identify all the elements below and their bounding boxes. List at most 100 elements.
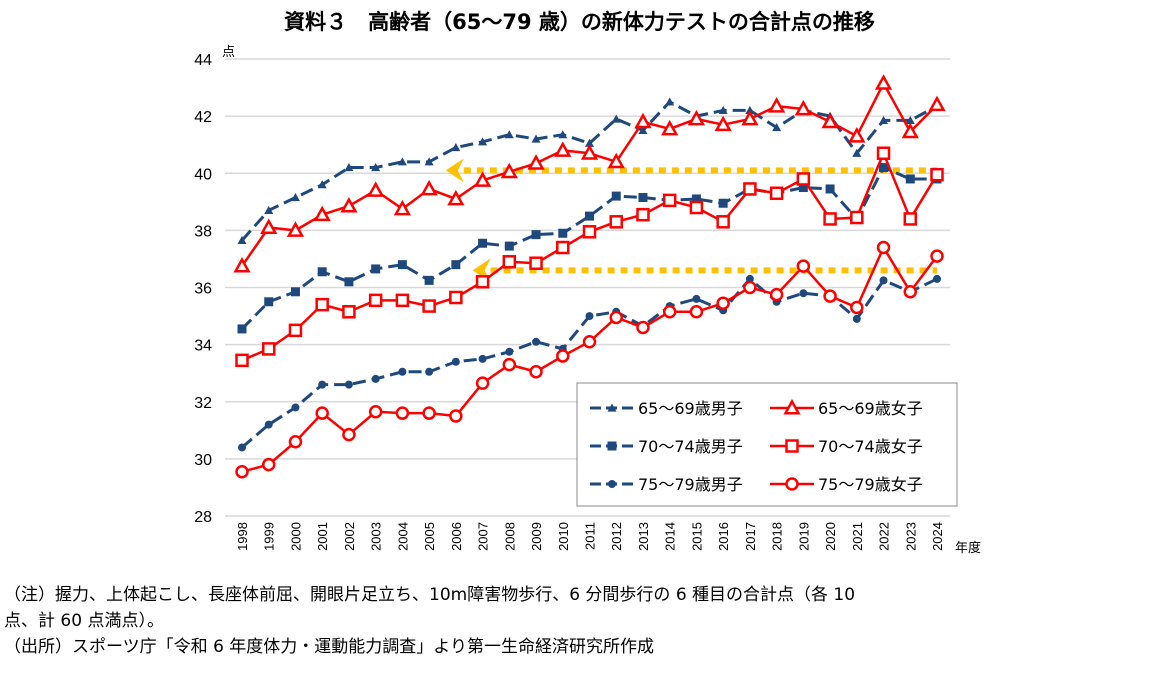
y-tick-label: 34 [194, 338, 212, 355]
data-point [420, 179, 438, 196]
x-tick-label: 2017 [743, 522, 758, 551]
data-point [238, 443, 246, 452]
data-point [879, 115, 889, 125]
x-tick-label: 2020 [823, 522, 838, 551]
data-point [825, 184, 835, 194]
data-point [558, 228, 568, 238]
data-point [504, 241, 514, 251]
data-point [798, 183, 808, 193]
legend-marker [785, 477, 799, 491]
legend-marker [608, 480, 616, 488]
data-point [767, 97, 786, 113]
data-point [874, 74, 893, 90]
data-point [769, 287, 784, 302]
data-point [502, 357, 517, 372]
x-tick-label: 2021 [850, 522, 865, 551]
data-point [638, 125, 648, 135]
legend-label: 75～79歳男子 [638, 475, 743, 494]
data-point [901, 122, 919, 139]
data-point [636, 207, 650, 222]
legend-label: 70～74歳男子 [638, 437, 743, 456]
data-point [636, 320, 650, 335]
y-tick-label: 32 [194, 395, 212, 412]
data-point [344, 380, 353, 389]
y-tick-label: 40 [194, 166, 212, 183]
x-tick-label: 2015 [689, 522, 704, 551]
legend-marker [607, 403, 617, 412]
data-point [556, 349, 570, 363]
data-point [716, 215, 730, 229]
series-line-0 [240, 100, 938, 242]
data-point [261, 457, 276, 472]
data-point [286, 221, 305, 237]
data-point [741, 109, 759, 126]
data-point [580, 144, 599, 160]
data-point [368, 293, 383, 308]
legend-label: 65～69歳男子 [638, 399, 743, 418]
data-point [585, 211, 594, 221]
x-tick-label: 2011 [583, 522, 598, 550]
data-point [425, 367, 434, 376]
data-point [928, 95, 946, 112]
data-point [235, 353, 249, 368]
data-point [850, 210, 864, 225]
x-tick-label: 2016 [716, 522, 731, 551]
data-point [903, 285, 918, 299]
data-point [478, 238, 488, 248]
data-point [367, 181, 385, 197]
data-point [424, 275, 434, 285]
x-tick-label: 2018 [770, 522, 785, 551]
legend-marker [785, 439, 799, 453]
data-point [585, 312, 594, 321]
data-point [794, 99, 812, 116]
data-point [344, 163, 354, 172]
data-point [342, 305, 356, 319]
data-point [556, 240, 570, 255]
data-point [368, 404, 383, 419]
data-point [237, 235, 247, 244]
data-point [876, 146, 891, 161]
data-point [823, 289, 837, 303]
data-point [478, 137, 488, 146]
x-tick-label: 2014 [663, 522, 678, 551]
data-point [397, 157, 407, 166]
data-point [447, 189, 465, 206]
data-point [743, 182, 757, 196]
data-point [529, 365, 543, 379]
data-point [505, 347, 514, 356]
data-point [743, 280, 757, 295]
x-tick-label: 1999 [262, 522, 277, 551]
legend-label: 75～79歳女子 [818, 475, 923, 494]
data-point [290, 287, 300, 297]
x-tick-label: 2004 [395, 522, 410, 551]
reference-arrow-icon [445, 158, 464, 183]
legend-marker [783, 398, 801, 415]
data-point [609, 310, 623, 325]
x-tick-label: 1998 [235, 522, 250, 551]
data-point [371, 374, 380, 383]
series-line-1 [240, 82, 938, 267]
data-point [634, 112, 652, 129]
data-point [451, 260, 461, 270]
x-tick-label: 2007 [476, 522, 491, 551]
data-point [237, 324, 247, 334]
data-point [315, 406, 329, 420]
x-tick-label: 2001 [315, 522, 330, 551]
data-point [500, 162, 518, 179]
series-line-2 [240, 166, 937, 330]
x-tick-label: 2012 [609, 522, 624, 551]
data-point [609, 215, 623, 229]
data-point [288, 434, 303, 449]
data-point [558, 130, 568, 139]
y-tick-label: 28 [194, 509, 212, 526]
data-point [716, 296, 730, 310]
data-point [371, 264, 381, 274]
data-point [424, 157, 434, 166]
data-point [930, 249, 944, 263]
data-point [422, 406, 436, 420]
data-point [371, 163, 381, 172]
data-point [745, 274, 754, 283]
data-point [554, 141, 572, 157]
data-point [638, 193, 648, 203]
data-point [315, 297, 329, 312]
